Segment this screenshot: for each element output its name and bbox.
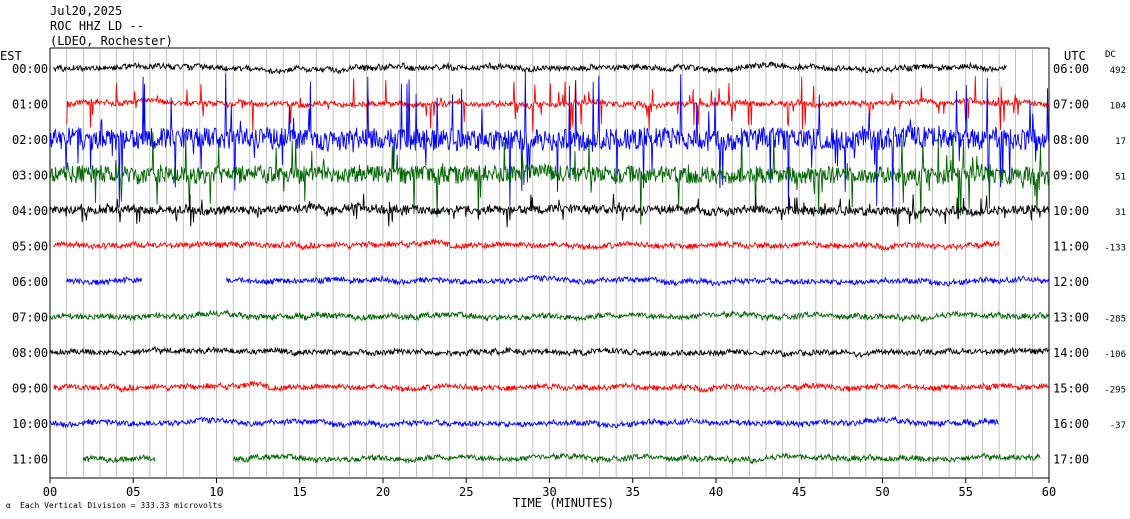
- x-tick-label-60: 60: [1042, 485, 1056, 499]
- x-tick-label-35: 35: [626, 485, 640, 499]
- x-tick-label-25: 25: [459, 485, 473, 499]
- x-tick-label-55: 55: [959, 485, 973, 499]
- dc-header-label: DC: [1105, 50, 1116, 60]
- trace-row-1: [66, 76, 1050, 133]
- est-label-3: 03:00: [12, 169, 48, 183]
- est-label-2: 02:00: [12, 133, 48, 147]
- x-tick-label-45: 45: [792, 485, 806, 499]
- est-label-4: 04:00: [12, 204, 48, 218]
- est-label-8: 08:00: [12, 346, 48, 360]
- est-label-5: 05:00: [12, 240, 48, 254]
- dc-value-9: -295: [1104, 386, 1126, 396]
- right-timezone-label: UTC: [1064, 49, 1086, 63]
- left-timezone-label: EST: [0, 49, 22, 63]
- utc-label-9: 15:00: [1053, 382, 1089, 396]
- utc-label-0: 06:00: [1053, 62, 1089, 76]
- trace-row-0: [53, 61, 1007, 76]
- dc-value-7: -285: [1104, 315, 1126, 325]
- x-tick-label-40: 40: [709, 485, 723, 499]
- dc-value-3: 51: [1115, 173, 1126, 183]
- x-tick-label-30: 30: [542, 485, 556, 499]
- trace-row-7: [49, 309, 1050, 323]
- x-axis-ticks: 00 05 10 15 20 25 30 35 40 45 50 55 60: [43, 478, 1056, 499]
- trace-row-2: [49, 70, 1050, 215]
- utc-label-5: 11:00: [1053, 240, 1089, 254]
- header-network: (LDEO, Rochester): [50, 34, 173, 48]
- utc-label-3: 09:00: [1053, 169, 1089, 183]
- x-axis-label: TIME (MINUTES): [513, 496, 614, 510]
- x-tick-label-20: 20: [376, 485, 390, 499]
- est-label-6: 06:00: [12, 275, 48, 289]
- est-label-0: 00:00: [12, 62, 48, 76]
- utc-label-2: 08:00: [1053, 133, 1089, 147]
- est-label-9: 09:00: [12, 382, 48, 396]
- utc-label-10: 16:00: [1053, 417, 1089, 431]
- dc-value-8: -106: [1104, 350, 1126, 360]
- trace-row-11: [82, 452, 1041, 465]
- dc-value-1: 104: [1110, 102, 1126, 112]
- time-gridlines: [49, 47, 1050, 479]
- trace-row-6: [66, 274, 1050, 287]
- x-tick-label-00: 00: [43, 485, 57, 499]
- utc-label-7: 13:00: [1053, 311, 1089, 325]
- x-tick-label-10: 10: [209, 485, 223, 499]
- dc-value-4: 31: [1115, 208, 1126, 218]
- trace-row-5: [52, 238, 1000, 251]
- est-label-1: 01:00: [12, 98, 48, 112]
- est-label-10: 10:00: [12, 417, 48, 431]
- header-date: Jul20,2025: [50, 4, 122, 18]
- utc-label-6: 12:00: [1053, 275, 1089, 289]
- dc-value-0: 492: [1110, 66, 1126, 76]
- x-tick-label-05: 05: [126, 485, 140, 499]
- est-label-11: 11:00: [12, 453, 48, 467]
- dc-value-2: 17: [1115, 137, 1126, 147]
- scale-icon: α: [6, 501, 11, 510]
- dc-value-5: -133: [1104, 244, 1126, 254]
- trace-group: [49, 61, 1050, 465]
- scale-note: Each Vertical Division = 333.33 microvol…: [20, 501, 222, 510]
- dc-value-10: -37: [1110, 421, 1126, 431]
- trace-row-3: [49, 128, 1050, 225]
- trace-row-8: [49, 346, 1050, 359]
- trace-row-10: [49, 415, 999, 429]
- utc-label-4: 10:00: [1053, 204, 1089, 218]
- x-tick-label-15: 15: [293, 485, 307, 499]
- row-labels: 00:00 06:00 492 01:00 07:00 104 02:00 08:00 17 03…: [12, 62, 1126, 467]
- x-tick-label-50: 50: [875, 485, 889, 499]
- header-station: ROC HHZ LD --: [50, 19, 144, 33]
- utc-label-11: 17:00: [1053, 453, 1089, 467]
- trace-row-4: [49, 193, 1050, 228]
- utc-label-1: 07:00: [1053, 98, 1089, 112]
- est-label-7: 07:00: [12, 311, 48, 325]
- utc-label-8: 14:00: [1053, 346, 1089, 360]
- trace-row-9: [52, 380, 1049, 393]
